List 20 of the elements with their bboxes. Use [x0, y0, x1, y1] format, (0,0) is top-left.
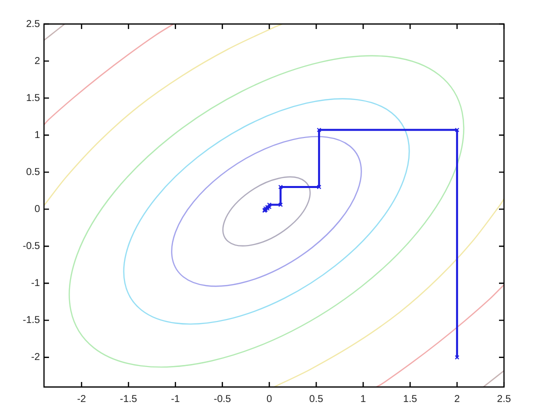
x-tick-label: 0.5 — [309, 394, 324, 405]
y-tick-label: 0 — [34, 204, 40, 215]
y-tick-label: 2 — [34, 56, 40, 67]
y-tick-label: -1 — [31, 278, 40, 290]
x-tick-label: -2 — [77, 394, 86, 405]
y-tick-label: 2.5 — [26, 18, 40, 30]
x-tick-label: 2 — [454, 394, 460, 405]
x-tick-label: -1.5 — [120, 394, 138, 405]
x-tick-label: -0.5 — [214, 394, 232, 405]
x-tick-label: -1 — [170, 394, 180, 405]
y-tick-label: 1.5 — [26, 92, 40, 104]
y-tick-label: 1 — [34, 130, 40, 141]
y-tick-label: 0.5 — [26, 166, 40, 178]
x-tick-label: 1 — [360, 394, 366, 405]
y-tick-label: -2 — [31, 352, 40, 364]
x-tick-label: 2.5 — [497, 394, 512, 405]
y-tick-label: -1.5 — [22, 315, 40, 326]
x-tick-label: 0 — [266, 394, 273, 405]
x-tick-label: 1.5 — [403, 394, 418, 405]
y-tick-label: -0.5 — [22, 240, 40, 252]
